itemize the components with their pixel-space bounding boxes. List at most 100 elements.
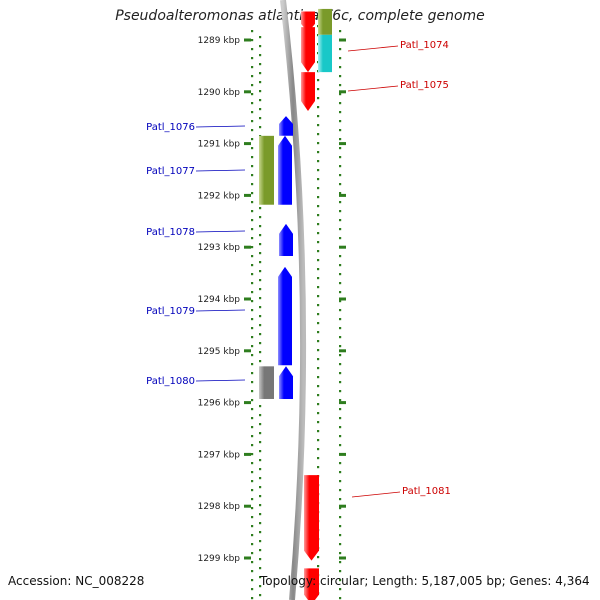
guide-dot bbox=[259, 540, 262, 543]
gene-arrow-lower_gene bbox=[304, 568, 319, 600]
guide-dot bbox=[251, 372, 254, 375]
gene-arrow-patl_1080 bbox=[279, 366, 293, 399]
guide-dot bbox=[251, 30, 254, 33]
guide-dot bbox=[259, 432, 262, 435]
guide-dot bbox=[251, 192, 254, 195]
guide-dot bbox=[317, 106, 320, 109]
tick-label: 1290 kbp bbox=[198, 88, 241, 98]
tick-label: 1291 kbp bbox=[198, 140, 241, 150]
cog-blocks bbox=[259, 8, 332, 399]
guide-dot bbox=[251, 561, 254, 564]
guide-dot bbox=[259, 207, 262, 210]
guide-dot bbox=[339, 408, 342, 411]
tick-label: 1296 kbp bbox=[198, 399, 241, 409]
guide-dot bbox=[251, 273, 254, 276]
guide-dot bbox=[317, 322, 320, 325]
guide-dot bbox=[317, 151, 320, 154]
guide-dot bbox=[251, 93, 254, 96]
guide-dot bbox=[339, 570, 342, 573]
tick-major-right bbox=[339, 90, 346, 94]
tick-major-right bbox=[339, 245, 346, 249]
guide-dot bbox=[251, 552, 254, 555]
guide-dot bbox=[317, 79, 320, 82]
guide-dot bbox=[339, 363, 342, 366]
gene-label-patl_1081[interactable]: Patl_1081 bbox=[402, 486, 451, 497]
guide-dot bbox=[259, 567, 262, 570]
guide-dot bbox=[259, 504, 262, 507]
guide-dot bbox=[259, 423, 262, 426]
gene-labels[interactable]: Patl_1074 Patl_1075 Patl_1076 Patl_1077 Patl… bbox=[146, 40, 451, 498]
guide-dot bbox=[259, 459, 262, 462]
guide-dot bbox=[259, 495, 262, 498]
guide-dot bbox=[251, 300, 254, 303]
tick-label: 1289 kbp bbox=[198, 36, 241, 46]
guide-dot bbox=[251, 417, 254, 420]
guide-dot bbox=[251, 489, 254, 492]
guide-dot bbox=[339, 561, 342, 564]
tick-major-left bbox=[244, 297, 251, 301]
guide-dot bbox=[339, 345, 342, 348]
tick-major-right bbox=[339, 556, 346, 560]
guide-dot bbox=[259, 270, 262, 273]
guide-dot bbox=[259, 306, 262, 309]
guide-dot bbox=[259, 243, 262, 246]
guide-dot bbox=[339, 399, 342, 402]
gene-arrow-patl_1081 bbox=[304, 475, 319, 561]
tick-major-left bbox=[244, 452, 251, 456]
guide-dot bbox=[251, 588, 254, 591]
guide-dot bbox=[251, 75, 254, 78]
guide-dot bbox=[251, 120, 254, 123]
guide-dot bbox=[339, 471, 342, 474]
guide-dot bbox=[317, 349, 320, 352]
guide-dot bbox=[259, 126, 262, 129]
gene-label-patl_1075[interactable]: Patl_1075 bbox=[400, 80, 449, 91]
guide-dot bbox=[339, 300, 342, 303]
guide-dot bbox=[259, 477, 262, 480]
guide-dot bbox=[339, 291, 342, 294]
tick-major-left bbox=[244, 90, 251, 94]
guide-dot bbox=[317, 421, 320, 424]
guide-dot bbox=[259, 324, 262, 327]
guide-dot bbox=[339, 66, 342, 69]
leader-line bbox=[195, 309, 246, 312]
tick-major-left bbox=[244, 193, 251, 197]
guide-dot bbox=[251, 228, 254, 231]
guide-dot bbox=[339, 165, 342, 168]
gene-label-patl_1080[interactable]: Patl_1080 bbox=[146, 376, 195, 387]
guide-dot bbox=[251, 453, 254, 456]
guide-dot bbox=[251, 498, 254, 501]
guide-dot bbox=[317, 178, 320, 181]
guide-dot bbox=[251, 156, 254, 159]
guide-dot bbox=[259, 297, 262, 300]
tick-label: 1297 kbp bbox=[198, 450, 241, 460]
tick-label: 1294 kbp bbox=[198, 295, 241, 305]
guide-dot bbox=[251, 327, 254, 330]
gene-label-patl_1079[interactable]: Patl_1079 bbox=[146, 306, 195, 317]
guide-dot bbox=[339, 381, 342, 384]
guide-dot bbox=[339, 75, 342, 78]
guide-dot bbox=[339, 192, 342, 195]
cog-block-cog_green bbox=[259, 135, 274, 205]
guide-dot bbox=[251, 210, 254, 213]
guide-dot bbox=[251, 462, 254, 465]
guide-dot bbox=[317, 88, 320, 91]
guide-dot bbox=[251, 84, 254, 87]
gene-label-patl_1076[interactable]: Patl_1076 bbox=[146, 122, 195, 133]
guide-dot bbox=[317, 268, 320, 271]
gene-label-patl_1074[interactable]: Patl_1074 bbox=[400, 40, 449, 51]
leader-line bbox=[195, 230, 246, 233]
guide-dot bbox=[251, 534, 254, 537]
guide-dot bbox=[251, 165, 254, 168]
guide-dot bbox=[339, 237, 342, 240]
guide-dot bbox=[259, 36, 262, 39]
guide-dot bbox=[259, 558, 262, 561]
guide-dot bbox=[251, 444, 254, 447]
gene-label-patl_1078[interactable]: Patl_1078 bbox=[146, 227, 195, 238]
guide-dot bbox=[339, 327, 342, 330]
guide-dot bbox=[317, 304, 320, 307]
gene-label-patl_1077[interactable]: Patl_1077 bbox=[146, 166, 195, 177]
guide-dot bbox=[251, 57, 254, 60]
guide-dot bbox=[339, 372, 342, 375]
guide-dot bbox=[317, 196, 320, 199]
